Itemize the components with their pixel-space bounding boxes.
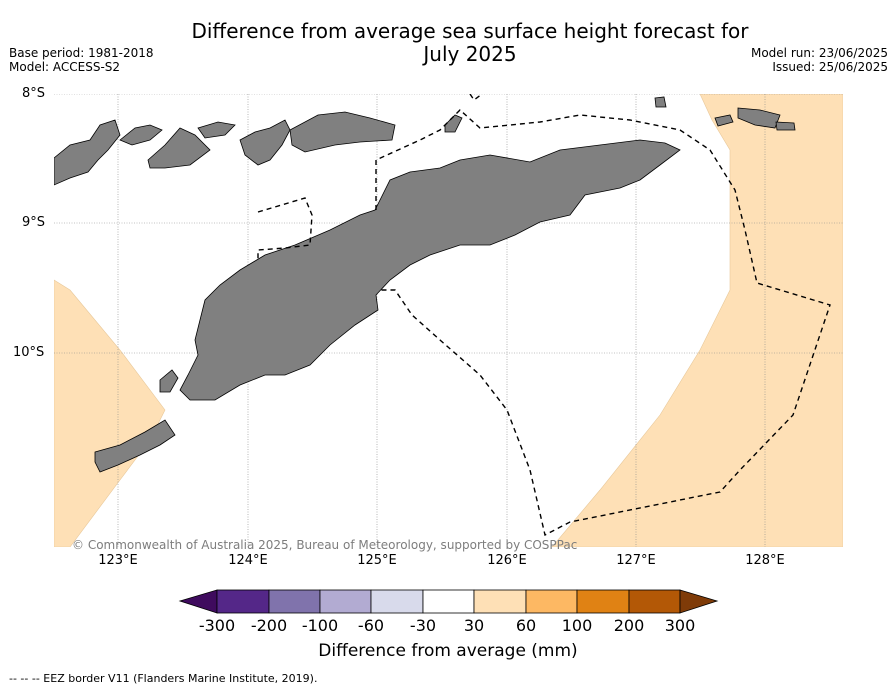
lakor-island: [775, 121, 796, 131]
eez-border-north-edge: [469, 94, 483, 102]
model-run: Model run: 23/06/2025: [750, 46, 888, 60]
colorbar-seg-8: [576, 589, 630, 614]
title-line-1: Difference from average sea surface heig…: [191, 19, 749, 43]
colorbar-tick: -100: [301, 616, 339, 635]
colorbar-tick: -200: [250, 616, 288, 635]
rote-island: [94, 419, 176, 473]
wetar-island: [289, 111, 396, 153]
lat-label-8s: 8°S: [22, 86, 46, 101]
colorbar-tick: 60: [515, 616, 537, 635]
colorbar-seg-9: [628, 589, 681, 614]
colorbar-seg-1: [216, 589, 270, 614]
colorbar-seg-7: [525, 589, 578, 614]
colorbar-tick: 100: [561, 616, 593, 635]
colorbar-tick: 300: [664, 616, 696, 635]
timor-island: [179, 139, 681, 401]
colorbar-seg-5: [422, 589, 475, 614]
lon-label-126e: 126°E: [487, 553, 527, 568]
lon-label-125e: 125°E: [357, 553, 397, 568]
lat-label-9s: 9°S: [22, 215, 46, 230]
moa-island: [714, 114, 734, 127]
lon-label-124e: 124°E: [228, 553, 268, 568]
lon-label-123e: 123°E: [98, 553, 138, 568]
colorbar-tick: -30: [409, 616, 437, 635]
colorbar: [178, 589, 719, 614]
eez-border-oecusse: [257, 197, 313, 262]
pantar-island: [197, 121, 236, 139]
flores-east: [54, 119, 121, 186]
lat-label-10s: 10°S: [13, 345, 45, 360]
alor-island: [239, 119, 291, 166]
eez-borders: [257, 94, 831, 537]
lembata-island: [147, 127, 211, 169]
solor-island: [119, 124, 163, 146]
base-period: Base period: 1981-2018: [9, 46, 154, 60]
colorbar-extend-high: [679, 589, 719, 614]
kisar-island: [654, 96, 667, 108]
issued-date: Issued: 25/06/2025: [772, 60, 888, 74]
colorbar-seg-4: [370, 589, 424, 614]
colorbar-extend-low: [178, 589, 218, 614]
colorbar-tick: -60: [357, 616, 385, 635]
map-title: Difference from average sea surface heig…: [170, 20, 770, 66]
anomaly-region-east: [551, 94, 843, 547]
colorbar-seg-2: [268, 589, 321, 614]
lon-label-128e: 128°E: [745, 553, 785, 568]
meta-left: Base period: 1981-2018 Model: ACCESS-S2: [9, 46, 154, 74]
lon-label-127e: 127°E: [616, 553, 656, 568]
leti-island: [737, 107, 781, 129]
colorbar-tick: 200: [613, 616, 645, 635]
west-timor-tip: [159, 369, 179, 393]
colorbar-tick: 30: [463, 616, 485, 635]
eez-footnote: -- -- -- EEZ border V11 (Flanders Marine…: [9, 672, 318, 685]
model-name: Model: ACCESS-S2: [9, 60, 121, 74]
copyright-notice: © Commonwealth of Australia 2025, Bureau…: [72, 538, 578, 552]
colorbar-seg-6: [473, 589, 527, 614]
colorbar-tick: -300: [198, 616, 236, 635]
meta-right: Model run: 23/06/2025 Issued: 25/06/2025: [751, 46, 888, 74]
colorbar-seg-3: [319, 589, 372, 614]
land-masses: [54, 96, 796, 473]
colorbar-label: Difference from average (mm): [318, 641, 578, 661]
title-line-2: July 2025: [423, 42, 517, 66]
eez-border-north-timor: [375, 109, 831, 537]
